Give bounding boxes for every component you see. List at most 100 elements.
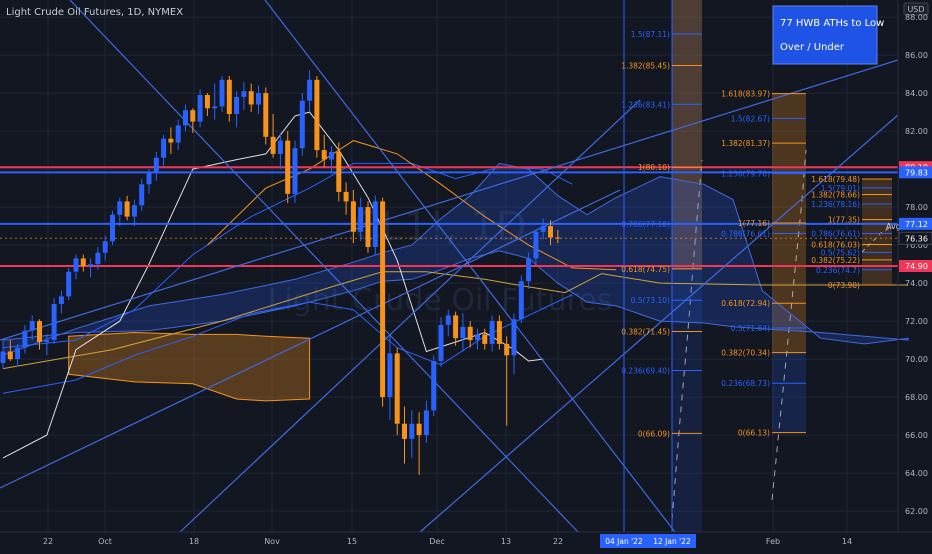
- time-tick-label: 18: [189, 537, 199, 546]
- date-marker-label: 04 Jan '22: [605, 537, 643, 546]
- candle-body: [263, 93, 269, 137]
- fib-1-label: 0.618(74.75): [621, 265, 670, 274]
- fib-1-label: 0.5(73.10): [631, 296, 670, 305]
- channel-lower: [0, 189, 621, 489]
- candle-body: [358, 207, 364, 232]
- candle-body: [409, 423, 415, 439]
- price-label-text: 74.90: [905, 262, 928, 271]
- time-tick-label: 13: [501, 537, 511, 546]
- time-tick-label: 14: [842, 537, 852, 546]
- channel-mid: [419, 114, 899, 533]
- price-tick-label: 72.00: [905, 317, 928, 326]
- price-tick-label: 78.00: [905, 203, 928, 212]
- candle-body: [168, 138, 174, 143]
- channel-upper: [0, 59, 899, 341]
- candle-body: [270, 136, 276, 154]
- candle-body: [526, 258, 532, 282]
- candle-body: [277, 140, 283, 154]
- fib-3-label: 0.382(75.22): [811, 256, 860, 265]
- price-axis[interactable]: USD Avg 62.00 64.00 66.00 68.00 70.00 72.00 74…: [886, 0, 932, 532]
- candle-body: [329, 152, 334, 160]
- fib-3-label: 0.236(74.7): [816, 266, 860, 275]
- time-tick-label: 15: [347, 537, 357, 546]
- candle-body: [475, 334, 480, 341]
- price-label-text: 77.12: [905, 220, 928, 229]
- candle-body: [518, 281, 524, 320]
- fib-1-label: 1.236(83.41): [621, 100, 670, 109]
- candle-body: [51, 304, 57, 341]
- candle-body: [482, 334, 488, 344]
- candles: [0, 70, 561, 475]
- candle-body: [445, 315, 451, 325]
- candle-body: [299, 100, 305, 149]
- fib-2-label: 1(77.16): [738, 219, 770, 228]
- cloud-area: [2, 162, 909, 357]
- fib-2-label: 1.618(83.97): [721, 90, 770, 99]
- fib-2-label: 1.382(81.37): [721, 139, 770, 148]
- fib-2-label: 0.618(72.94): [721, 299, 770, 308]
- candle-body: [256, 93, 261, 105]
- candle-body: [124, 201, 130, 217]
- price-label-badge: [899, 217, 932, 230]
- candle-body: [336, 152, 342, 192]
- candle-body: [307, 79, 313, 101]
- candle-body: [533, 231, 539, 259]
- candle-body: [161, 138, 167, 158]
- candle-body: [58, 296, 64, 304]
- candle-body: [175, 125, 181, 143]
- price-label-badge: [899, 166, 932, 179]
- projection-path: [861, 227, 891, 253]
- diagonal-down-1: [69, 0, 579, 533]
- projection-box-orange-3: [862, 178, 892, 285]
- candle-body: [394, 353, 400, 424]
- candle-body: [88, 264, 94, 266]
- fib-3-label: 1(77.35): [828, 215, 860, 224]
- fib-3-label: 0(73.90): [828, 281, 860, 290]
- candle-body: [0, 351, 6, 363]
- fib-2-label: 0(66.13): [738, 429, 770, 438]
- candle-body: [44, 340, 50, 342]
- candle-body: [438, 324, 444, 361]
- candle-body: [66, 271, 72, 297]
- candle-body: [95, 252, 101, 265]
- annotation-rect: [772, 5, 878, 65]
- diagonal-down-2: [264, 0, 676, 533]
- price-tick-label: 64.00: [905, 469, 928, 478]
- fib-3-label: 0.618(76.03): [811, 241, 860, 250]
- annotation-box[interactable]: 77 HWB ATHs to Low Over / Under: [772, 5, 884, 65]
- currency-label: USD: [907, 5, 924, 14]
- horizontal-levels: [0, 166, 898, 267]
- candle-body: [540, 226, 546, 232]
- trend-lines: [0, 0, 899, 533]
- candle-body: [226, 79, 232, 114]
- price-label-text: 76.36: [905, 234, 928, 243]
- candle-body: [139, 184, 145, 206]
- candle-body: [453, 315, 459, 339]
- candle-body: [15, 347, 21, 360]
- diagonal-up: [179, 99, 641, 533]
- fib-3-label: 1.5(79.01): [821, 184, 860, 193]
- time-tick-label: Nov: [264, 537, 280, 546]
- candle-body: [219, 79, 225, 107]
- annotation-line1: 77 HWB ATHs to Low: [780, 18, 884, 29]
- candle-body: [365, 207, 371, 247]
- candle-body: [387, 353, 393, 398]
- price-label-badge: [899, 260, 932, 272]
- annotation-line2: Over / Under: [780, 42, 845, 53]
- price-label-badge: [898, 231, 932, 245]
- time-axis[interactable]: 22 Oct 18 Nov 15 Dec 13 22 Feb 14 04 Jan '22 12 Jan…: [0, 531, 932, 548]
- chart-title: Light Crude Oil Futures, 1D, NYMEX: [6, 7, 183, 18]
- candle-body: [212, 106, 218, 109]
- time-tick-label: Dec: [429, 537, 444, 546]
- fib-2-label: 1.236(79.76): [721, 170, 770, 179]
- fib-1-label: 0.236(69.40): [621, 367, 670, 376]
- fib-2-label: 0.236(68.73): [721, 379, 770, 388]
- candle-body: [37, 321, 42, 342]
- price-tick-label: 86.00: [905, 51, 928, 60]
- candle-body: [234, 96, 240, 114]
- candle-body: [190, 110, 196, 122]
- fib-1-label: 0.786(77.10): [621, 220, 670, 229]
- candle-body: [504, 343, 510, 356]
- candle-body: [489, 321, 495, 344]
